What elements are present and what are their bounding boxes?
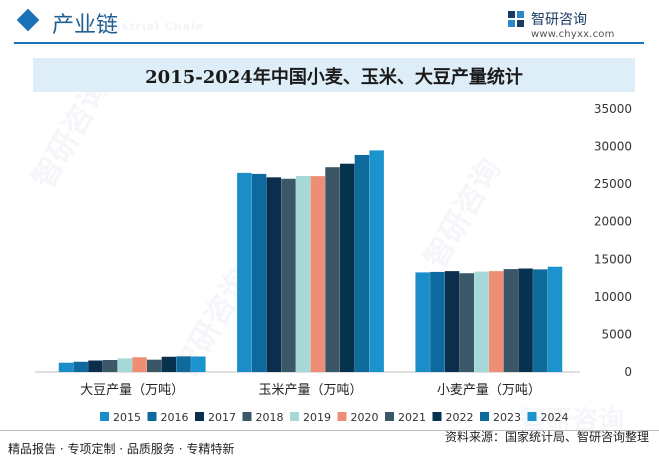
x-tick-label: 大豆产量（万吨） (80, 383, 184, 398)
bar (547, 266, 563, 372)
header: 产业链 智研咨询 www.chyxx.com (0, 0, 659, 48)
legend-swatch (195, 412, 204, 421)
bar (117, 358, 133, 372)
bar (161, 356, 177, 372)
y-tick-label: 20000 (594, 215, 632, 229)
header-divider (14, 42, 644, 44)
x-tick-label: 玉米产量（万吨） (258, 383, 362, 398)
bar (444, 271, 460, 372)
bar (266, 177, 281, 372)
bar (459, 273, 475, 372)
bar (518, 268, 533, 372)
bar (281, 178, 296, 372)
bar (251, 173, 267, 372)
legend-label: 2024 (541, 411, 569, 424)
legend-label: 2017 (208, 411, 236, 424)
legend-label: 2022 (446, 411, 474, 424)
y-tick-label: 35000 (594, 102, 632, 116)
bar (474, 271, 489, 372)
bar (533, 269, 548, 372)
bar (132, 357, 147, 372)
bar (415, 272, 430, 372)
bar (102, 359, 118, 372)
bar (503, 269, 519, 372)
legend-swatch (290, 412, 299, 421)
legend-label: 2020 (351, 411, 379, 424)
legend-swatch (100, 412, 109, 421)
legend-label: 2015 (113, 411, 141, 424)
legend-swatch (242, 412, 252, 421)
bar (237, 172, 252, 372)
legend-label: 2023 (493, 411, 521, 424)
footer-tagline: 精品报告 · 专项定制 · 品质服务 · 专精特新 (8, 442, 235, 456)
legend-swatch (480, 412, 489, 421)
legend-swatch (385, 412, 394, 421)
bar (340, 163, 355, 372)
bar (88, 360, 103, 372)
brand-logo: 智研咨询 www.chyxx.com (507, 9, 647, 43)
bar (325, 167, 340, 372)
legend-swatch (432, 412, 442, 421)
bar (430, 271, 445, 372)
bar (488, 271, 504, 372)
legend-swatch (527, 412, 537, 421)
bar (176, 356, 191, 372)
legend-label: 2019 (303, 411, 331, 424)
chart-title: 2015-2024年中国小麦、玉米、大豆产量统计 (145, 67, 523, 88)
bar (58, 362, 74, 372)
legend-swatch (337, 412, 347, 421)
bar (310, 176, 326, 372)
y-tick-label: 15000 (594, 252, 632, 266)
y-tick-label: 5000 (601, 327, 632, 341)
bar (146, 359, 162, 372)
x-tick-label: 小麦产量（万吨） (437, 383, 541, 398)
section-title: 产业链 (52, 13, 119, 38)
bar (73, 361, 88, 372)
brand-mark-icon (508, 11, 524, 27)
data-source: 资料来源：国家统计局、智研咨询整理 (444, 430, 649, 444)
y-tick-label: 10000 (594, 290, 632, 304)
y-tick-label: 30000 (594, 140, 632, 154)
y-tick-label: 0 (624, 365, 632, 379)
chart-title-band: 2015-2024年中国小麦、玉米、大豆产量统计 (33, 58, 635, 92)
bar (191, 356, 206, 372)
legend-label: 2018 (256, 411, 284, 424)
footer-divider (0, 430, 659, 431)
bar (354, 154, 370, 372)
brand-name: 智研咨询 (531, 12, 587, 28)
legend-swatch (147, 412, 157, 421)
brand-url: www.chyxx.com (531, 29, 615, 40)
bar (369, 150, 384, 372)
bar (295, 176, 311, 372)
legend-label: 2016 (161, 411, 189, 424)
legend-label: 2021 (398, 411, 426, 424)
y-tick-label: 25000 (594, 177, 632, 191)
